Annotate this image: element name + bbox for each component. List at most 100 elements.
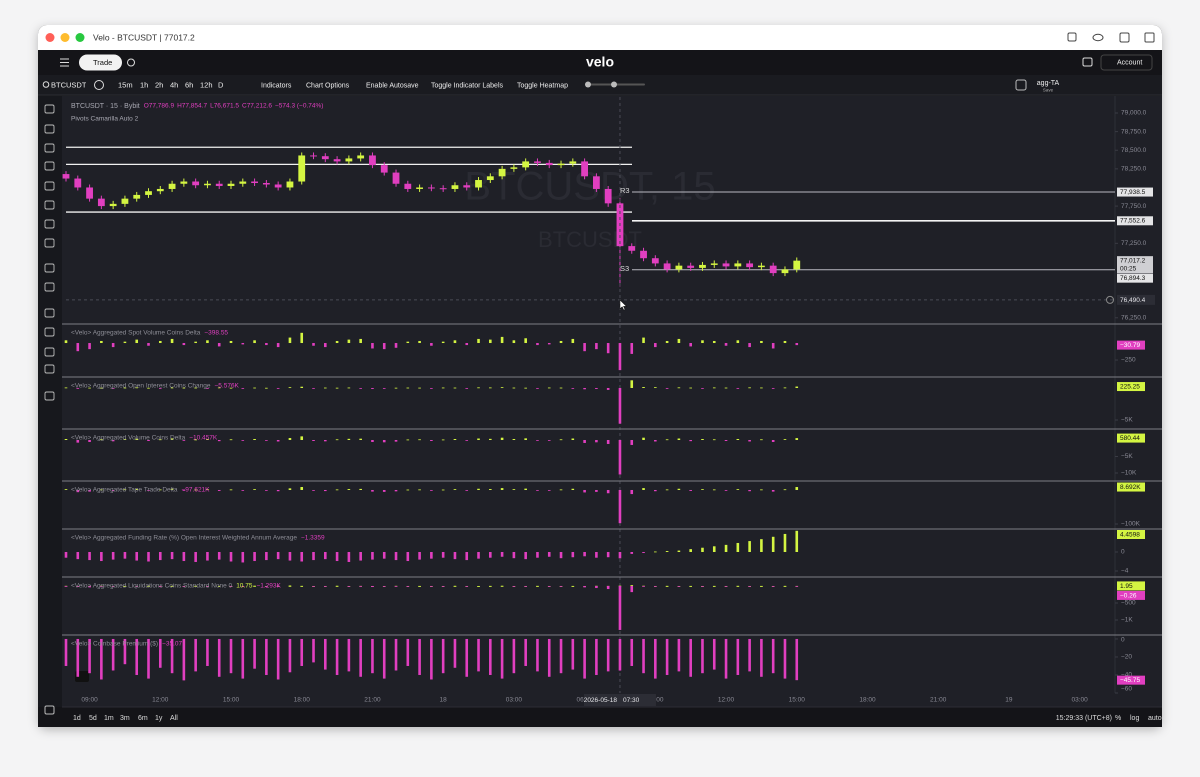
range-button[interactable]: 3m	[120, 715, 130, 722]
indicator-bar	[559, 489, 563, 491]
drawing-tool[interactable]	[44, 364, 55, 374]
crosshair-time: 07:30	[623, 697, 640, 704]
scale-option[interactable]: log	[1130, 715, 1139, 722]
indicator-bar	[571, 438, 575, 440]
y-tick-label: −10K	[1121, 470, 1137, 477]
minimize-button[interactable]	[60, 33, 70, 42]
drawing-tool[interactable]	[44, 347, 55, 357]
indicator-bar	[206, 552, 209, 561]
indicator-bar	[206, 439, 209, 440]
save-label[interactable]: Save	[1043, 88, 1054, 93]
refresh-icon[interactable]	[127, 58, 135, 67]
indicator-bar	[724, 544, 728, 553]
indicator-bar	[194, 552, 197, 562]
drawing-tool[interactable]	[44, 124, 55, 134]
indicator-bar	[418, 585, 421, 587]
indicator-bar	[748, 440, 751, 442]
scale-option[interactable]: auto	[1148, 715, 1162, 722]
watermark: BTCUSDT, 15	[464, 165, 715, 209]
drawing-tool[interactable]	[44, 327, 55, 337]
indicator-bar	[335, 439, 339, 441]
range-button[interactable]: 5d	[89, 715, 97, 722]
ohlc-readout: O77,786.9	[144, 103, 175, 110]
sidebar-icon[interactable]	[1144, 32, 1155, 43]
layout-name[interactable]: agg-TA	[1037, 80, 1060, 87]
range-button[interactable]: All	[170, 715, 178, 722]
layout-icon[interactable]	[1015, 79, 1027, 91]
drawing-tool[interactable]	[44, 143, 55, 153]
slider-handle[interactable]	[585, 81, 591, 88]
menu-icon[interactable]	[60, 58, 69, 67]
indicator-bar	[571, 338, 575, 344]
indicator-bar	[100, 489, 103, 491]
range-button[interactable]: 1d	[73, 715, 81, 722]
scale-option[interactable]: %	[1115, 715, 1121, 722]
account-button[interactable]	[1100, 54, 1153, 71]
logo: velo	[586, 54, 614, 70]
indicator-bar	[312, 440, 315, 441]
candle-body	[463, 185, 471, 188]
drawing-tool[interactable]	[44, 181, 55, 191]
search-icon[interactable]	[42, 81, 50, 88]
indicator-bar	[453, 340, 457, 344]
translate-icon[interactable]	[1067, 32, 1077, 42]
candle-body	[722, 263, 730, 267]
indicator-bar	[512, 387, 516, 389]
symbol-search[interactable]: BTCUSDT	[51, 80, 87, 89]
toolbar-button[interactable]: Enable Autosave	[366, 82, 419, 89]
drawing-tool[interactable]	[44, 219, 55, 229]
toolbar-button[interactable]: Indicators	[261, 82, 292, 89]
y-tick-label: −60	[1121, 686, 1132, 693]
indicator-bar	[689, 343, 692, 347]
drawing-tool[interactable]	[44, 200, 55, 210]
indicator-bar	[347, 585, 351, 587]
trade-button[interactable]	[79, 54, 122, 71]
range-button[interactable]: 1m	[104, 715, 114, 722]
zoom-button[interactable]	[75, 33, 85, 42]
add-symbol-icon[interactable]	[94, 80, 104, 90]
interval-button[interactable]: 1h	[140, 80, 148, 89]
drawing-tool[interactable]	[44, 263, 55, 273]
pivot-label: R3	[620, 186, 630, 195]
indicator-bar	[430, 585, 433, 587]
toolbar-button[interactable]: Chart Options	[306, 82, 350, 89]
layers-tool[interactable]	[44, 705, 55, 715]
indicator-bar	[583, 387, 586, 390]
indicator-bar	[748, 343, 751, 348]
chat-icon[interactable]	[1082, 57, 1093, 67]
drawing-tool[interactable]	[44, 161, 55, 171]
indicator-bar	[359, 638, 362, 677]
indicator-bar	[795, 438, 799, 440]
interval-button[interactable]: 12h	[200, 80, 213, 89]
drawing-tool[interactable]	[44, 282, 55, 292]
add-alert-button[interactable]	[1106, 295, 1114, 304]
indicator-bar	[288, 585, 292, 587]
close-button[interactable]	[45, 33, 55, 42]
drawing-tool[interactable]	[44, 238, 55, 248]
reader-icon[interactable]	[1092, 33, 1104, 42]
extensions-icon[interactable]	[1119, 32, 1130, 43]
interval-button[interactable]: 6h	[185, 80, 193, 89]
indicator-bar	[241, 638, 245, 679]
toolbar-button[interactable]: Toggle Indicator Labels	[431, 82, 503, 89]
interval-button[interactable]: D	[218, 80, 224, 89]
interval-button[interactable]: 4h	[170, 80, 178, 89]
indicator-bar	[158, 638, 162, 668]
interval-button[interactable]: 15m	[118, 80, 133, 89]
range-button[interactable]: 1y	[155, 715, 163, 722]
price-tag-label: 77,552.6	[1120, 218, 1146, 225]
range-button[interactable]: 6m	[138, 715, 148, 722]
interval-button[interactable]: 2h	[155, 80, 163, 89]
drawing-tool[interactable]	[44, 391, 55, 401]
drawing-tool[interactable]	[44, 308, 55, 318]
drawing-tool[interactable]	[44, 104, 55, 114]
indicator-bar	[618, 387, 622, 424]
slider-handle[interactable]	[611, 81, 617, 88]
candle-body	[251, 181, 258, 184]
indicator-bar	[547, 552, 551, 557]
indicator-bar	[665, 585, 669, 587]
indicator-bar	[724, 440, 728, 441]
toolbar-button[interactable]: Toggle Heatmap	[517, 82, 568, 89]
indicator-bar	[701, 585, 704, 587]
indicator-bar	[229, 387, 233, 389]
